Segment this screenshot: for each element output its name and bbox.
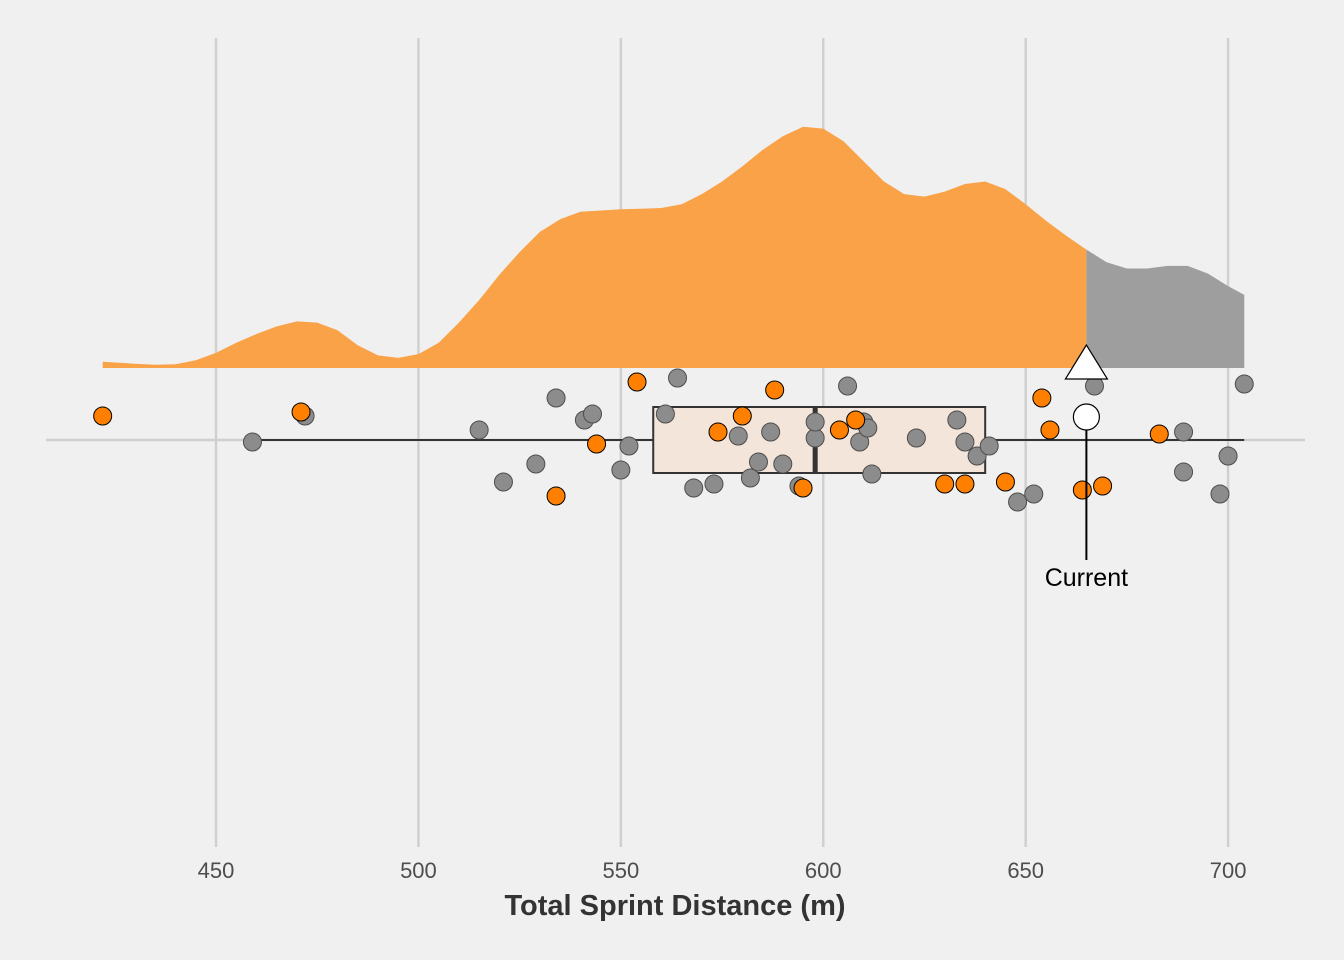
x-tick-label-600: 600 (805, 858, 842, 883)
data-point-highlight-16 (1072, 480, 1092, 500)
current-point (1072, 403, 1100, 431)
points-layer (93, 368, 1254, 512)
data-point-other-13 (704, 474, 724, 494)
data-point-other-29 (955, 432, 975, 452)
data-point-other-22 (838, 376, 858, 396)
data-point-other-5 (546, 388, 566, 408)
x-tick-label-450: 450 (198, 858, 235, 883)
data-point-other-39 (1234, 374, 1254, 394)
density-area-rest (1086, 249, 1245, 368)
x-axis-ticks: 450 500 550 600 650 700 (198, 858, 1247, 883)
data-point-other-17 (761, 422, 781, 442)
data-point-highlight-1 (291, 402, 311, 422)
data-point-highlight-10 (846, 410, 866, 430)
data-point-other-26 (862, 464, 882, 484)
data-point-highlight-0 (93, 406, 113, 426)
data-point-other-35 (1174, 422, 1194, 442)
data-point-other-2 (469, 420, 489, 440)
data-point-other-4 (526, 454, 546, 474)
current-marker-layer: Current (1045, 343, 1128, 592)
data-point-other-31 (979, 436, 999, 456)
data-point-other-11 (668, 368, 688, 388)
data-point-other-16 (748, 452, 768, 472)
data-point-other-37 (1210, 484, 1230, 504)
data-point-other-36 (1174, 462, 1194, 482)
x-tick-label-550: 550 (602, 858, 639, 883)
data-point-other-12 (684, 478, 704, 498)
data-point-other-38 (1218, 446, 1238, 466)
data-point-other-15 (740, 468, 760, 488)
density-layer (102, 126, 1245, 368)
data-point-other-18 (773, 454, 793, 474)
data-point-highlight-5 (708, 422, 728, 442)
data-point-highlight-12 (955, 474, 975, 494)
data-point-other-28 (947, 410, 967, 430)
density-area-highlight (102, 126, 1087, 368)
x-tick-label-650: 650 (1007, 858, 1044, 883)
data-point-other-20 (805, 428, 825, 448)
data-point-highlight-2 (546, 486, 566, 506)
data-point-other-33 (1024, 484, 1044, 504)
data-point-highlight-9 (829, 420, 849, 440)
data-point-other-14 (728, 426, 748, 446)
data-point-highlight-14 (1032, 388, 1052, 408)
data-point-other-3 (493, 472, 513, 492)
data-point-other-7 (583, 404, 603, 424)
current-triangle-marker (1064, 343, 1109, 380)
data-point-other-21 (805, 412, 825, 432)
data-point-other-8 (611, 460, 631, 480)
data-point-other-32 (1008, 492, 1028, 512)
data-point-highlight-18 (1149, 424, 1169, 444)
x-tick-label-500: 500 (400, 858, 437, 883)
data-point-other-9 (619, 436, 639, 456)
data-point-other-27 (906, 428, 926, 448)
data-point-other-23 (850, 432, 870, 452)
x-axis-title: Total Sprint Distance (m) (504, 890, 845, 922)
current-label: Current (1045, 564, 1128, 592)
data-point-highlight-6 (732, 406, 752, 426)
data-point-highlight-17 (1093, 476, 1113, 496)
x-tick-label-700: 700 (1210, 858, 1247, 883)
data-point-highlight-13 (995, 472, 1015, 492)
data-point-highlight-15 (1040, 420, 1060, 440)
data-point-highlight-8 (793, 478, 813, 498)
data-point-highlight-7 (765, 380, 785, 400)
data-point-other-0 (242, 432, 262, 452)
data-point-highlight-3 (587, 434, 607, 454)
data-point-other-34 (1084, 376, 1104, 396)
data-point-highlight-11 (935, 474, 955, 494)
data-point-other-10 (655, 404, 675, 424)
data-point-highlight-4 (627, 372, 647, 392)
